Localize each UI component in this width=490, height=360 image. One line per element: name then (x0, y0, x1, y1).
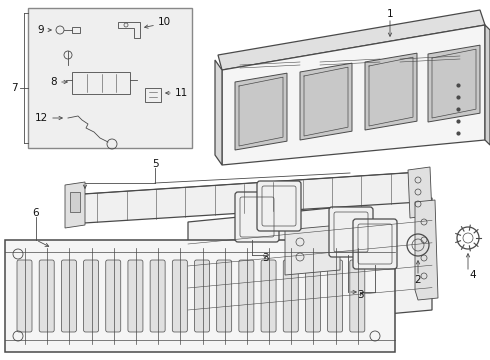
Text: 1: 1 (387, 9, 393, 19)
Text: 2: 2 (415, 275, 421, 285)
Polygon shape (408, 167, 432, 218)
Bar (70, 192, 80, 212)
Polygon shape (235, 73, 287, 150)
FancyBboxPatch shape (106, 260, 121, 332)
Text: 6: 6 (33, 208, 39, 218)
FancyBboxPatch shape (39, 260, 54, 332)
Polygon shape (218, 10, 485, 70)
FancyBboxPatch shape (84, 260, 98, 332)
Polygon shape (222, 25, 485, 165)
FancyBboxPatch shape (305, 260, 320, 332)
Polygon shape (285, 225, 340, 275)
Bar (5, 240, 395, 352)
Polygon shape (428, 45, 480, 122)
Polygon shape (300, 63, 352, 140)
Text: 12: 12 (35, 113, 48, 123)
FancyBboxPatch shape (329, 207, 373, 257)
Text: 3: 3 (357, 290, 363, 300)
FancyBboxPatch shape (283, 260, 298, 332)
FancyBboxPatch shape (172, 260, 187, 332)
FancyBboxPatch shape (353, 219, 397, 269)
FancyBboxPatch shape (17, 260, 32, 332)
FancyBboxPatch shape (61, 260, 76, 332)
Polygon shape (365, 53, 417, 130)
FancyBboxPatch shape (257, 181, 301, 231)
Polygon shape (215, 60, 222, 165)
Polygon shape (68, 172, 420, 224)
Text: 4: 4 (470, 270, 476, 280)
Polygon shape (415, 200, 438, 300)
Bar (72, 72, 130, 94)
Bar (28, 8, 192, 148)
Polygon shape (485, 25, 490, 145)
Text: 5: 5 (152, 159, 158, 169)
FancyBboxPatch shape (350, 260, 365, 332)
FancyBboxPatch shape (239, 260, 254, 332)
FancyBboxPatch shape (195, 260, 210, 332)
FancyBboxPatch shape (261, 260, 276, 332)
Text: 9: 9 (37, 25, 44, 35)
Polygon shape (188, 198, 432, 332)
Polygon shape (65, 182, 85, 228)
FancyBboxPatch shape (128, 260, 143, 332)
FancyBboxPatch shape (328, 260, 343, 332)
Bar (72, 27, 80, 33)
FancyBboxPatch shape (217, 260, 232, 332)
Text: 3: 3 (262, 253, 269, 263)
Text: 11: 11 (175, 88, 188, 98)
Bar (145, 88, 161, 102)
FancyBboxPatch shape (150, 260, 165, 332)
Text: 7: 7 (11, 83, 18, 93)
Text: 8: 8 (50, 77, 57, 87)
FancyBboxPatch shape (235, 192, 279, 242)
Text: 10: 10 (158, 17, 171, 27)
